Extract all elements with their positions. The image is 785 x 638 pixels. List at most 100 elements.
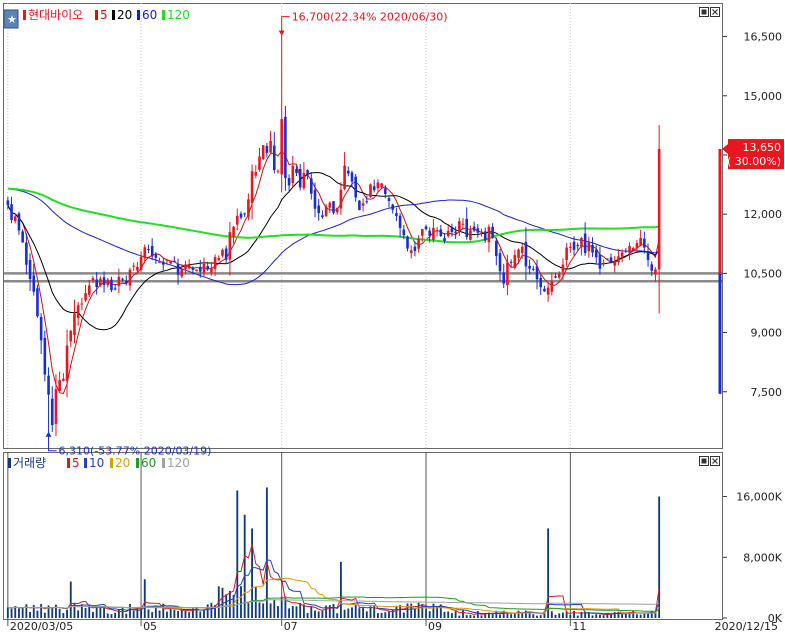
candle-body (609, 257, 613, 263)
volume-bar (525, 610, 527, 618)
candle-body (446, 230, 450, 237)
volume-bar (502, 610, 505, 618)
ma120-line (7, 187, 660, 244)
high-annotation: 16,700(22.34% 2020/06/30) (292, 11, 448, 24)
vma10-label: 10 (89, 456, 104, 470)
candle-body (76, 305, 80, 319)
volume-bar (421, 604, 424, 618)
candle-body (628, 245, 631, 253)
volume-bar (173, 609, 176, 618)
volume-bar (240, 586, 242, 618)
volume-bar (21, 607, 24, 618)
x-tick-label: 09 (428, 620, 442, 633)
candle-body (624, 250, 628, 252)
volume-bar (14, 606, 17, 618)
volume-bar (243, 514, 246, 618)
price-legend-swatch (23, 10, 26, 20)
candle-body (80, 303, 84, 305)
volume-bar (613, 612, 616, 618)
candle-body (213, 257, 217, 270)
volume-bar (576, 615, 579, 618)
volume-bar (69, 581, 72, 618)
low-annotation: 6,310(-53.77% 2020/03/19) (59, 445, 212, 458)
volume-bar (206, 604, 209, 618)
volume-bar (36, 610, 39, 618)
candle-body (132, 265, 135, 267)
volume-bar (254, 586, 257, 618)
candle-body (280, 119, 283, 175)
star-glyph: ★ (7, 13, 17, 26)
volume-bar (462, 610, 464, 618)
volume-legend: 거래량 5 10 20 60 120 (8, 456, 190, 470)
volume-bar (99, 605, 102, 618)
candle-body (606, 258, 609, 260)
volume-bar (480, 615, 483, 618)
volume-bar (328, 605, 331, 618)
candle-body (62, 378, 65, 381)
volume-bar (650, 610, 653, 618)
volume-bar (617, 611, 620, 618)
volume-bar (151, 612, 154, 618)
high-marker-line (281, 16, 290, 35)
candle-body (654, 269, 657, 275)
price-tick-label: 7,500 (751, 386, 783, 399)
volume-bar (513, 612, 516, 618)
candle-body (284, 116, 287, 178)
volume-bar (117, 609, 120, 618)
volume-bar (247, 602, 250, 618)
candle-body (224, 248, 228, 260)
volume-bar (388, 611, 390, 618)
candle-body (313, 189, 317, 209)
candle-body (84, 293, 87, 301)
candle-body (58, 380, 61, 392)
volume-bar (432, 603, 435, 618)
volume-bar (251, 528, 254, 618)
volume-bar (80, 604, 83, 618)
candle-body (461, 223, 465, 225)
vma120-label: 120 (167, 456, 190, 470)
volume-bar (306, 613, 309, 618)
volume-bar (277, 606, 279, 618)
candle-body (87, 285, 91, 295)
ma60-label: 60 (142, 8, 157, 22)
volume-bar (10, 608, 13, 618)
candle-body (498, 253, 502, 272)
candle-body (295, 168, 298, 174)
candle-body (332, 201, 335, 213)
volume-bar (380, 612, 383, 618)
x-tick-label: 11 (572, 620, 586, 633)
volume-bar (510, 614, 513, 618)
vma60-swatch (136, 458, 139, 468)
volume-bar (521, 613, 524, 618)
price-panel-frame (3, 3, 723, 449)
x-tick-label: 2020/12/15 (715, 620, 778, 633)
volume-bar (543, 611, 546, 618)
volume-bar (273, 599, 276, 618)
candle-body (247, 199, 250, 217)
ma60-swatch (137, 10, 140, 20)
candle-body (269, 140, 272, 153)
candle-body (561, 264, 565, 272)
candle-body (73, 313, 76, 336)
candle-body (535, 266, 539, 280)
volume-bar (469, 614, 472, 618)
candle-body (10, 204, 13, 221)
candle-body (539, 277, 543, 288)
volume-bar (454, 611, 457, 618)
candle-body (6, 200, 10, 206)
volume-bar (136, 607, 139, 618)
volume-bar (376, 613, 379, 618)
candle-body (169, 260, 172, 264)
volume-bar (562, 612, 564, 618)
candle-body (387, 198, 391, 202)
volume-bar (606, 612, 609, 618)
volume-bar (158, 610, 161, 618)
candle-body (469, 230, 472, 240)
candle-body (335, 207, 339, 213)
volume-bar (284, 596, 287, 618)
candle-body (398, 215, 402, 228)
volume-bar (610, 613, 612, 618)
favorite-star-icon[interactable] (3, 9, 19, 29)
